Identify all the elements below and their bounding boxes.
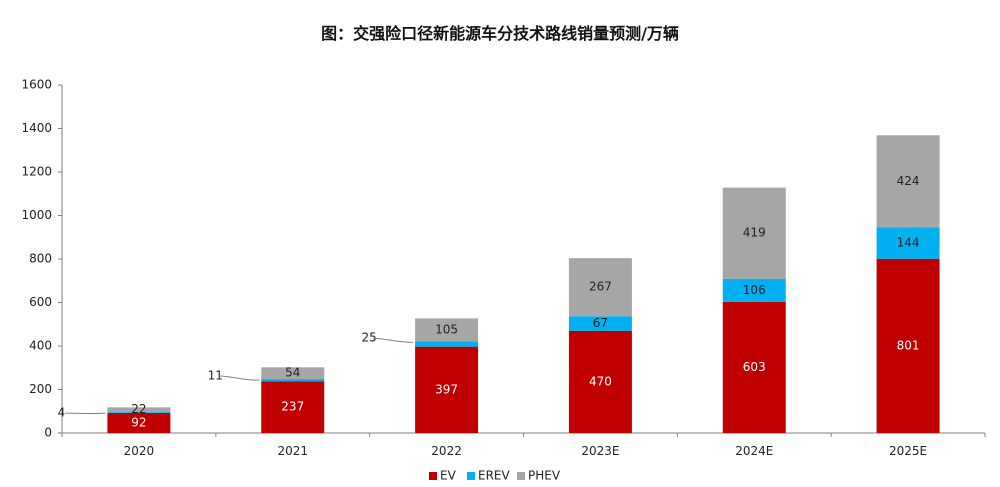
data-label: 4	[58, 406, 66, 420]
bar-segment-phev	[261, 367, 325, 380]
legend: EV EREV PHEV	[429, 469, 561, 483]
data-label: 237	[281, 400, 304, 414]
legend-swatch-erev	[467, 472, 475, 480]
bar-segment-ev	[568, 330, 632, 433]
bar-segment-phev	[722, 187, 786, 279]
data-label: 397	[435, 382, 458, 396]
x-axis: 2020 2021 2022 2023E 2024E 2025E	[61, 432, 986, 458]
leader-line	[373, 337, 414, 343]
data-label: 25	[361, 331, 376, 345]
legend-label-ev: EV	[440, 469, 457, 483]
bar-segment-erev	[415, 341, 479, 347]
data-label: 801	[897, 338, 920, 352]
x-tick-label: 2025E	[889, 444, 927, 458]
chart-title: 图：交强险口径新能源车分技术路线销量预测/万辆	[321, 24, 679, 43]
data-label: 54	[285, 366, 300, 380]
bar-segment-erev	[107, 412, 171, 413]
data-label: 105	[435, 322, 458, 336]
data-label: 22	[131, 402, 146, 416]
y-tick-label: 1400	[21, 121, 52, 135]
x-tick-label: 2023E	[581, 444, 619, 458]
data-label: 419	[743, 226, 766, 240]
y-tick-label: 200	[29, 382, 52, 396]
data-label: 144	[897, 236, 920, 250]
bar-segment-erev	[722, 278, 786, 302]
bars: 92 4 22 237 11 54 397 25 105 470 67 267 603 106 419 801…	[58, 135, 940, 433]
data-label: 92	[131, 415, 146, 429]
bar-segment-phev	[876, 135, 940, 228]
data-label: 106	[743, 283, 766, 297]
x-tick-label: 2020	[124, 444, 155, 458]
y-tick-label: 800	[29, 252, 52, 266]
leader-line	[219, 375, 260, 381]
y-axis: 0 200 400 600 800 1000 1200 1400 1600	[21, 78, 63, 440]
bar-segment-phev	[568, 258, 632, 317]
bar-segment-phev	[415, 318, 479, 342]
legend-label-phev: PHEV	[528, 469, 561, 483]
y-tick-label: 1000	[21, 208, 52, 222]
data-label: 470	[589, 374, 612, 388]
legend-swatch-phev	[517, 472, 525, 480]
bar-segment-erev	[568, 316, 632, 331]
bar-segment-ev	[107, 412, 171, 433]
bar-segment-ev	[876, 258, 940, 433]
y-tick-label: 400	[29, 339, 52, 353]
y-tick-label: 1200	[21, 165, 52, 179]
bar-segment-phev	[107, 407, 171, 413]
bar-segment-erev	[876, 227, 940, 259]
bar-segment-ev	[415, 346, 479, 433]
legend-swatch-ev	[429, 472, 437, 480]
data-label: 603	[743, 360, 766, 374]
data-label: 267	[589, 280, 612, 294]
data-label: 67	[593, 316, 608, 330]
x-tick-label: 2021	[277, 444, 308, 458]
bar-segment-ev	[722, 301, 786, 433]
bar-segment-ev	[261, 381, 325, 433]
data-label: 11	[208, 369, 223, 383]
bar-segment-erev	[261, 379, 325, 382]
data-label: 424	[897, 174, 920, 188]
x-tick-label: 2024E	[735, 444, 773, 458]
y-tick-label: 600	[29, 295, 52, 309]
y-tick-label: 0	[44, 426, 52, 440]
x-tick-label: 2022	[431, 444, 462, 458]
y-tick-label: 1600	[21, 78, 52, 92]
legend-label-erev: EREV	[478, 469, 511, 483]
